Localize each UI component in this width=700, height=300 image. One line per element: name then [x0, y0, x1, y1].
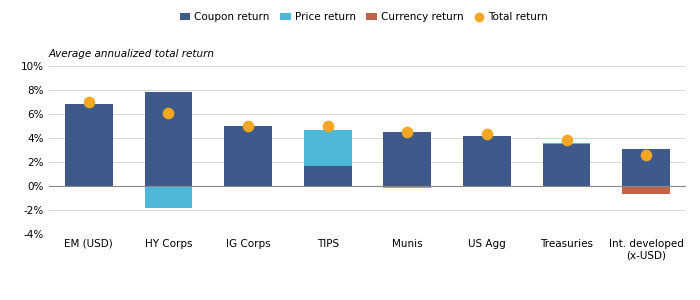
- Point: [482, 132, 493, 137]
- Point: [163, 110, 174, 115]
- Bar: [542, 143, 590, 144]
- Bar: [622, 186, 670, 194]
- Text: Average annualized total return: Average annualized total return: [49, 49, 215, 59]
- Bar: [145, 186, 193, 208]
- Point: [322, 124, 333, 128]
- Bar: [304, 130, 351, 166]
- Point: [402, 130, 413, 134]
- Bar: [622, 149, 670, 186]
- Point: [242, 124, 253, 128]
- Bar: [224, 186, 272, 187]
- Bar: [224, 126, 272, 186]
- Bar: [542, 144, 590, 186]
- Bar: [65, 104, 113, 186]
- Bar: [384, 186, 431, 188]
- Bar: [384, 132, 431, 186]
- Legend: Coupon return, Price return, Currency return, Total return: Coupon return, Price return, Currency re…: [176, 8, 552, 26]
- Bar: [145, 92, 193, 186]
- Bar: [463, 136, 511, 186]
- Bar: [304, 166, 351, 186]
- Point: [83, 100, 94, 104]
- Point: [561, 138, 572, 143]
- Point: [640, 152, 652, 157]
